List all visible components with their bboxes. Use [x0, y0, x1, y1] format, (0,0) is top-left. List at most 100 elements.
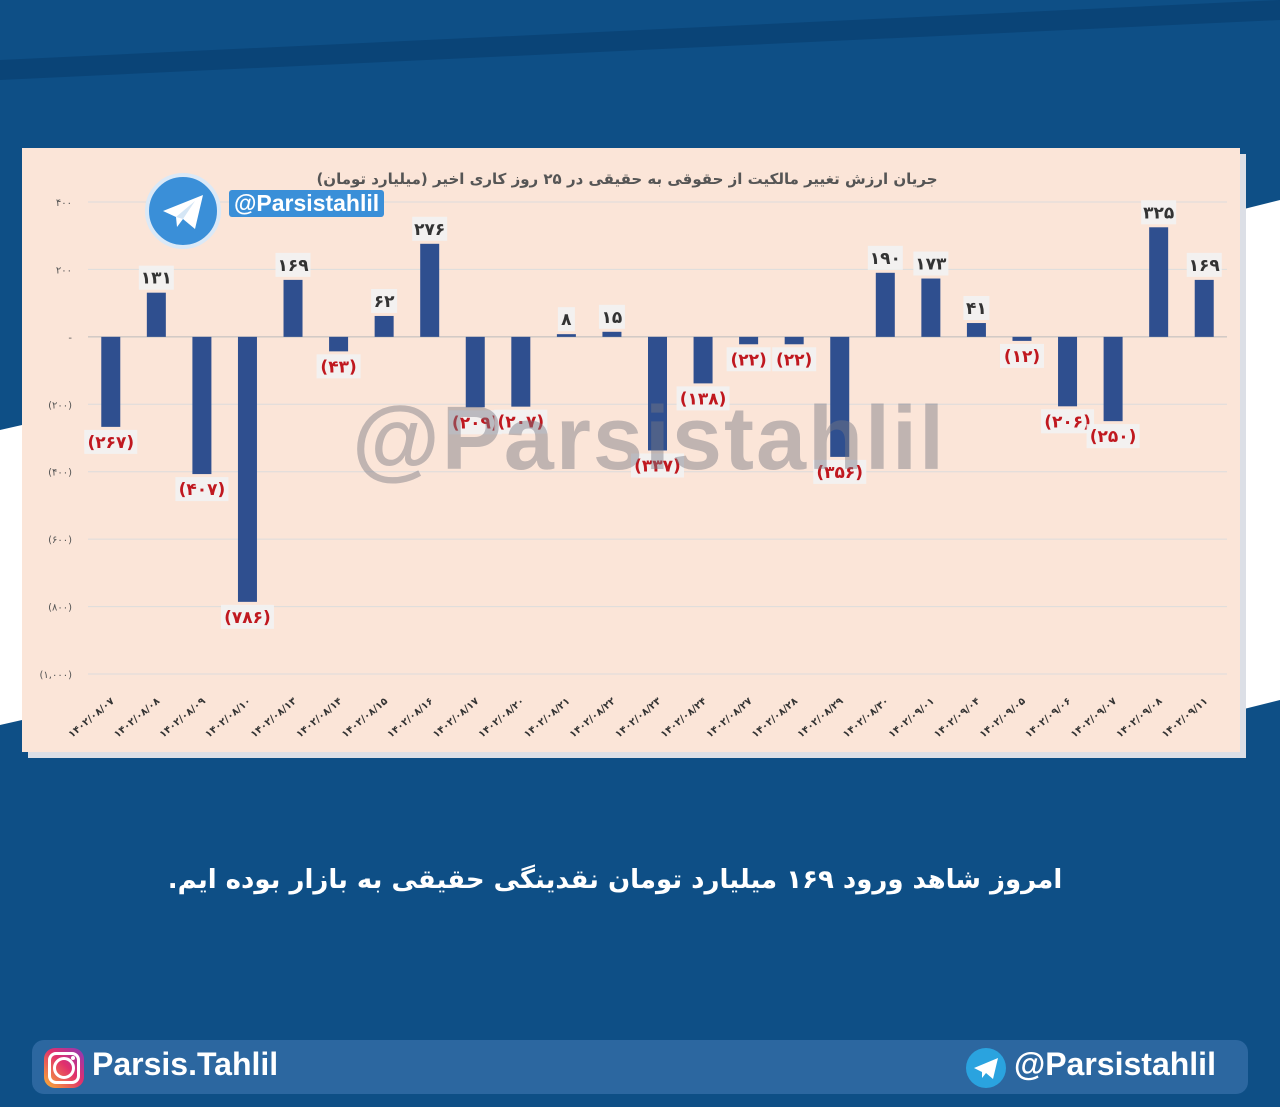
telegram-handle[interactable]: @Parsistahlil: [1014, 1046, 1216, 1082]
data-label: (۴۰۷): [179, 480, 226, 500]
instagram-handle[interactable]: Parsis.Tahlil: [92, 1046, 279, 1082]
x-tick-label: ۱۴۰۲/۰۸/۲۷: [704, 696, 754, 741]
bar: [1194, 279, 1214, 337]
y-tick-label: (۶۰۰): [48, 535, 72, 546]
data-label-box: [999, 343, 1044, 368]
x-tick-label: ۱۴۰۲/۰۸/۰۷: [67, 696, 117, 741]
data-label: (۲۶۷): [87, 433, 134, 453]
data-label-box: [963, 296, 990, 321]
data-label: (۲۰۷): [497, 413, 544, 433]
bar-chart: جریان ارزش تغییر مالکیت از حقوقی به حقیق…: [40, 170, 1227, 741]
bar: [101, 336, 121, 427]
bar: [556, 334, 576, 337]
telegram-logo-icon: [145, 173, 221, 249]
bar: [1012, 336, 1032, 341]
data-label-box: [631, 453, 684, 478]
y-tick-label: (۲۰۰): [48, 400, 72, 411]
x-tick-label: ۱۴۰۲/۰۸/۰۸: [112, 696, 162, 741]
x-tick-label: ۱۴۰۲/۰۸/۲۲: [568, 696, 618, 741]
data-label-box: [84, 429, 138, 454]
x-tick-label: ۱۴۰۲/۰۸/۰۹: [158, 696, 208, 741]
y-tick-label: ۴۰۰: [56, 198, 72, 209]
x-tick-label: ۱۴۰۲/۰۸/۱۴: [294, 696, 344, 741]
data-label: ۱۶۹: [277, 256, 309, 276]
bar: [420, 243, 440, 337]
data-label: ۱۵: [602, 308, 623, 328]
x-tick-label: ۱۴۰۲/۰۸/۳۰: [841, 696, 891, 741]
data-label-box: [220, 604, 274, 629]
bar: [875, 272, 895, 337]
x-tick-label: ۱۴۰۲/۰۸/۲۱: [522, 696, 572, 741]
bar: [921, 278, 941, 337]
x-tick-label: ۱۴۰۲/۰۸/۲۳: [613, 696, 663, 741]
bar: [465, 336, 485, 408]
data-label-box: [1086, 424, 1140, 449]
data-label-box: [676, 386, 730, 411]
data-label: ۱۹۰: [870, 249, 901, 269]
data-label-box: [913, 251, 949, 276]
x-tick-label: ۱۴۰۲/۰۸/۲۸: [750, 696, 800, 741]
data-label-box: [1041, 409, 1095, 434]
y-tick-label: -: [68, 333, 72, 344]
data-label: ۱۳۱: [141, 269, 172, 289]
data-label-box: [412, 216, 448, 241]
y-tick-label: (۸۰۰): [48, 603, 72, 614]
data-label-box: [275, 252, 311, 277]
chart-panel: جریان ارزش تغییر مالکیت از حقوقی به حقیق…: [22, 148, 1240, 752]
bar: [830, 336, 850, 457]
channel-handle: @Parsistahlil: [229, 190, 385, 217]
data-label: (۲۲): [776, 350, 812, 370]
data-label: ۶۲: [374, 292, 395, 312]
bar: [146, 292, 166, 337]
bar: [966, 323, 986, 337]
data-label-box: [1186, 252, 1222, 277]
instagram-icon[interactable]: [44, 1048, 84, 1088]
x-tick-label: ۱۴۰۲/۰۹/۰۴: [932, 696, 982, 741]
y-tick-label: (۱,۰۰۰): [40, 670, 73, 681]
data-label: ۲۷۶: [414, 220, 445, 240]
x-tick-label: ۱۴۰۲/۰۸/۱۶: [386, 696, 436, 741]
data-label: (۲۵۰): [1090, 427, 1137, 447]
data-label: ۱۷۳: [915, 255, 947, 275]
data-label-box: [138, 265, 174, 290]
x-tick-label: ۱۴۰۲/۰۹/۰۶: [1023, 696, 1073, 741]
data-label: (۲۲): [730, 350, 766, 370]
data-label: (۳۳۷): [634, 456, 681, 476]
caption-text: امروز شاهد ورود ۱۶۹ میلیارد تومان نقدینگ…: [167, 865, 1063, 895]
x-tick-label: ۱۴۰۲/۰۹/۱۱: [1160, 696, 1210, 741]
data-label: (۲۰۶): [1044, 412, 1091, 432]
data-label-box: [598, 304, 625, 329]
x-tick-label: ۱۴۰۲/۰۹/۰۱: [887, 696, 937, 741]
bar: [648, 336, 667, 451]
bar: [329, 336, 349, 352]
data-label-box: [867, 245, 903, 270]
data-label: (۳۵۶): [816, 463, 863, 483]
data-label-box: [448, 410, 502, 435]
data-label-box: [175, 477, 229, 502]
data-label: (۷۸۶): [224, 608, 271, 628]
data-label: ۸: [561, 310, 572, 330]
x-tick-label: ۱۴۰۲/۰۸/۲۴: [659, 696, 709, 741]
x-tick-label: ۱۴۰۲/۰۸/۱۰: [203, 696, 253, 741]
data-label: (۴۳): [320, 357, 356, 377]
x-tick-label: ۱۴۰۲/۰۹/۰۵: [978, 696, 1028, 741]
bar: [602, 331, 622, 337]
data-label-box: [557, 307, 575, 332]
data-label-box: [813, 459, 867, 484]
telegram-icon[interactable]: [966, 1048, 1006, 1088]
bar: [1149, 227, 1169, 337]
bar: [784, 336, 804, 345]
bar: [1058, 336, 1078, 407]
x-tick-label: ۱۴۰۲/۰۸/۱۵: [340, 696, 390, 741]
bar: [237, 336, 257, 602]
bar: [192, 336, 212, 475]
bar: [511, 336, 531, 407]
data-label: (۱۳۸): [680, 389, 727, 409]
x-tick-label: ۱۴۰۲/۰۸/۱۷: [431, 696, 481, 741]
y-tick-label: (۴۰۰): [48, 468, 72, 479]
data-label-box: [494, 409, 548, 434]
data-label: ۱۶۹: [1189, 256, 1221, 276]
bar: [283, 279, 303, 337]
x-tick-label: ۱۴۰۲/۰۸/۲۹: [796, 696, 846, 741]
